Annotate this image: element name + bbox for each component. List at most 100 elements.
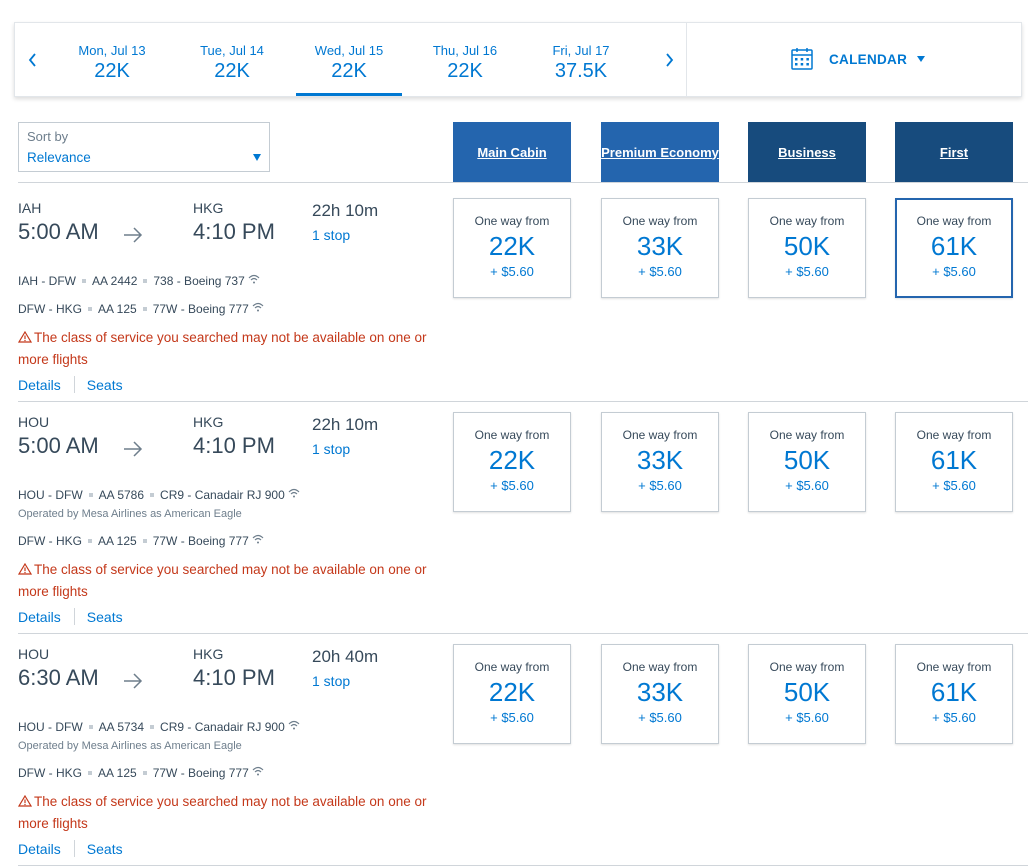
fare-miles: 22K: [488, 231, 536, 261]
fare-premium-economy[interactable]: One way from 33K + $5.60: [601, 198, 719, 298]
destination-code: HKG: [193, 414, 224, 430]
cabin-header-premium-economy[interactable]: Premium Economy: [601, 122, 719, 182]
fare-tax: + $5.60: [638, 478, 682, 493]
fare-miles: 61K: [930, 445, 978, 475]
cabin-header-business[interactable]: Business: [748, 122, 866, 182]
fare-premium-economy[interactable]: One way from 33K + $5.60: [601, 412, 719, 512]
flight-row: HOU 5:00 AM HKG 4:10 PM 22h 10m 1 stop H…: [0, 397, 1029, 633]
date-price: 22K: [331, 60, 367, 82]
flight-links: Details Seats: [18, 376, 123, 393]
seats-link[interactable]: Seats: [86, 608, 123, 625]
fare-business[interactable]: One way from 50K + $5.60: [748, 412, 866, 512]
next-dates-button[interactable]: [654, 23, 684, 97]
fare-miles: 33K: [636, 231, 684, 261]
divider: [686, 23, 687, 97]
fare-prefix: One way from: [916, 428, 992, 442]
details-link[interactable]: Details: [18, 608, 61, 625]
departure-time: 6:30 AM: [18, 665, 99, 690]
fare-tax: + $5.60: [785, 478, 829, 493]
service-class-warning: The class of service you searched may no…: [17, 327, 438, 371]
details-link[interactable]: Details: [18, 840, 61, 857]
service-class-warning: The class of service you searched may no…: [17, 559, 438, 603]
fare-first[interactable]: One way from 61K + $5.60: [895, 412, 1013, 512]
cabin-header-first[interactable]: First: [895, 122, 1013, 182]
duration: 22h 10m: [312, 201, 379, 220]
fare-miles: 50K: [783, 445, 831, 475]
fare-business[interactable]: One way from 50K + $5.60: [748, 198, 866, 298]
arrival-time: 4:10 PM: [193, 433, 275, 458]
previous-dates-button[interactable]: [17, 23, 47, 97]
segment-aircraft: 738 - Boeing 737: [153, 274, 245, 288]
segment-info: DFW - HKG AA 125 77W - Boeing 777: [18, 534, 264, 548]
stops-link[interactable]: 1 stop: [312, 227, 351, 243]
service-class-warning: The class of service you searched may no…: [17, 791, 438, 835]
fare-first[interactable]: One way from 61K + $5.60: [895, 198, 1013, 298]
fare-premium-economy[interactable]: One way from 33K + $5.60: [601, 644, 719, 744]
segment-info: IAH - DFW AA 2442 738 - Boeing 737: [18, 274, 260, 288]
calendar-label: CALENDAR: [829, 51, 908, 67]
stops-link[interactable]: 1 stop: [312, 441, 351, 457]
departure-time: 5:00 AM: [18, 219, 99, 244]
warning-icon: [17, 794, 33, 807]
stops-link[interactable]: 1 stop: [312, 673, 351, 689]
sort-by-select[interactable]: Sort by Relevance: [18, 122, 270, 172]
fare-main-cabin[interactable]: One way from 22K + $5.60: [453, 412, 571, 512]
destination-code: HKG: [193, 646, 224, 662]
fare-miles: 50K: [783, 677, 831, 707]
date-tab-1[interactable]: Tue, Jul 14 22K: [179, 23, 285, 97]
fare-tax: + $5.60: [932, 478, 976, 493]
chevron-right-icon: [665, 53, 673, 67]
fare-miles: 22K: [488, 677, 536, 707]
warning-icon: [17, 562, 33, 575]
fare-first[interactable]: One way from 61K + $5.60: [895, 644, 1013, 744]
chevron-left-icon: [28, 53, 36, 67]
segment-route: HOU - DFW: [18, 720, 83, 734]
fare-tax: + $5.60: [490, 710, 534, 725]
wifi-icon: [252, 534, 264, 544]
date-tab-0[interactable]: Mon, Jul 13 22K: [59, 23, 165, 97]
segment-info: HOU - DFW AA 5734 CR9 - Canadair RJ 900: [18, 720, 300, 734]
seats-link[interactable]: Seats: [86, 376, 123, 393]
segment-info: DFW - HKG AA 125 77W - Boeing 777: [18, 302, 264, 316]
date-label: Mon, Jul 13: [78, 43, 146, 58]
duration: 22h 10m: [312, 415, 379, 434]
arrow-right-icon: [124, 441, 143, 457]
segment-route: DFW - HKG: [18, 766, 82, 780]
segment-route: DFW - HKG: [18, 534, 82, 548]
date-tab-3[interactable]: Thu, Jul 16 22K: [412, 23, 518, 97]
fare-business[interactable]: One way from 50K + $5.60: [748, 644, 866, 744]
segment-route: IAH - DFW: [18, 274, 76, 288]
fare-tax: + $5.60: [785, 710, 829, 725]
flight-row: IAH 5:00 AM HKG 4:10 PM 22h 10m 1 stop I…: [0, 183, 1029, 401]
fare-main-cabin[interactable]: One way from 22K + $5.60: [453, 198, 571, 298]
divider: [18, 401, 1028, 402]
wifi-icon: [252, 302, 264, 312]
date-label: Tue, Jul 14: [200, 43, 264, 58]
date-tab-4[interactable]: Fri, Jul 17 37.5K: [528, 23, 634, 97]
warning-icon: [17, 330, 33, 343]
warning-text: The class of service you searched may no…: [18, 562, 427, 599]
caret-down-icon: [917, 56, 926, 62]
fare-prefix: One way from: [916, 660, 992, 674]
cabin-header-main-cabin[interactable]: Main Cabin: [453, 122, 571, 182]
calendar-button[interactable]: CALENDAR: [791, 47, 926, 71]
segment-flight: AA 125: [98, 534, 137, 548]
date-price: 37.5K: [554, 60, 608, 82]
date-tab-2[interactable]: Wed, Jul 15 22K: [296, 23, 402, 97]
date-selector-bar: Mon, Jul 13 22K Tue, Jul 14 22K Wed, Jul…: [14, 22, 1022, 97]
destination-code: HKG: [193, 200, 224, 216]
fare-prefix: One way from: [916, 214, 992, 228]
fare-tax: + $5.60: [638, 264, 682, 279]
origin-code: HOU: [18, 414, 50, 430]
seats-link[interactable]: Seats: [86, 840, 123, 857]
fare-main-cabin[interactable]: One way from 22K + $5.60: [453, 644, 571, 744]
segment-route: DFW - HKG: [18, 302, 82, 316]
calendar-icon: [791, 48, 813, 70]
operated-by-note: Operated by Mesa Airlines as American Ea…: [18, 508, 242, 520]
flight-row: HOU 6:30 AM HKG 4:10 PM 20h 40m 1 stop H…: [0, 629, 1029, 865]
date-label: Fri, Jul 17: [552, 43, 610, 58]
date-label: Thu, Jul 16: [432, 43, 498, 58]
fare-tax: + $5.60: [490, 478, 534, 493]
segment-aircraft: CR9 - Canadair RJ 900: [160, 488, 285, 502]
details-link[interactable]: Details: [18, 376, 61, 393]
